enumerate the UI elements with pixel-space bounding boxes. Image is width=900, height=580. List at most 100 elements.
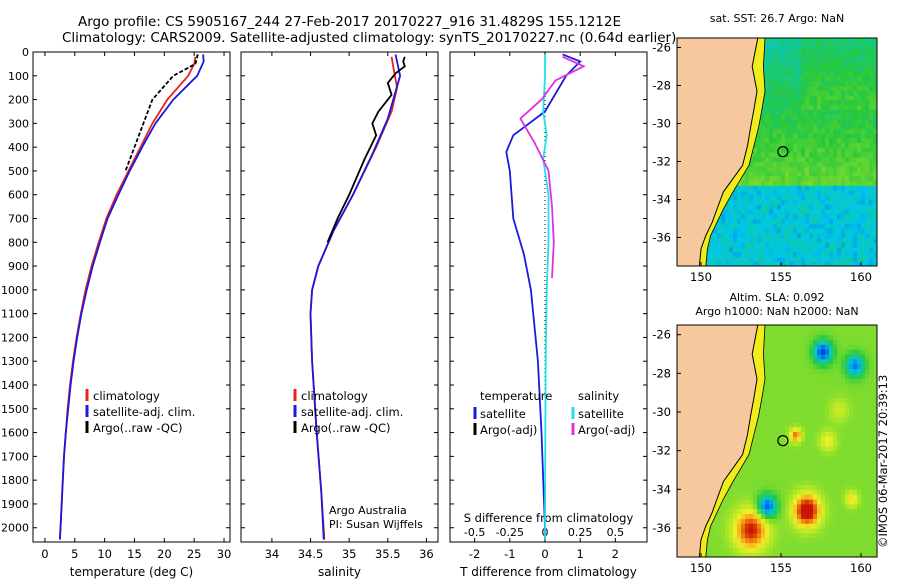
y-tick-label: 1700 — [1, 450, 29, 463]
map-field — [677, 325, 877, 557]
series-line — [326, 56, 406, 243]
x2-axis-label: S difference from climatology — [464, 511, 634, 525]
legend-label: satellite-adj. clim. — [301, 405, 403, 419]
legend-label: Argo(-adj) — [578, 423, 635, 437]
legend-label: satellite — [480, 407, 526, 421]
land-mass — [677, 38, 758, 266]
y-tick-label: -28 — [652, 79, 671, 93]
y-tick-label: 400 — [8, 141, 29, 154]
y-tick-label: 2000 — [1, 522, 29, 535]
y-tick-label: 1200 — [1, 331, 29, 344]
map-frame — [676, 37, 878, 267]
y-tick-label: 1000 — [1, 284, 29, 297]
map-field — [677, 38, 877, 266]
x-tick-label: 160 — [850, 561, 872, 575]
x-tick-label: 150 — [690, 270, 712, 284]
plot-frame — [240, 51, 439, 543]
argo-location-marker — [777, 146, 789, 158]
y-tick-label: 200 — [8, 94, 29, 107]
x-tick-label: 25 — [187, 547, 202, 561]
y-tick-label: 900 — [8, 260, 29, 273]
x-tick-label: 35.5 — [375, 547, 401, 561]
legend-label: Argo(..raw -QC) — [301, 421, 391, 435]
x2-tick-label: 0.25 — [568, 526, 593, 539]
x-axis-label: salinity — [318, 565, 361, 579]
isobath-line — [705, 38, 766, 266]
x-tick-label: 36 — [419, 547, 434, 561]
x2-tick-label: -0.25 — [496, 526, 524, 539]
y-tick-label: -36 — [652, 521, 671, 535]
x-tick-label: 155 — [770, 270, 792, 284]
map-panel-sst: 150 155 160 -26 -28 -30 -32 -34 -36 sat. SST: 26.… — [652, 12, 878, 284]
series-line — [59, 54, 205, 540]
series-line — [124, 54, 199, 172]
y-tick-label: -30 — [652, 117, 671, 131]
map-title: Altim. SLA: 0.092 — [729, 291, 824, 304]
x2-tick-label: 0.5 — [607, 526, 625, 539]
legend-label: satellite — [578, 407, 624, 421]
series-line — [505, 53, 582, 540]
series-line — [309, 54, 402, 540]
y-tick-label: -32 — [652, 444, 671, 458]
x-tick-label: 2 — [612, 547, 619, 561]
x-tick-label: 10 — [97, 547, 112, 561]
y-tick-label: -34 — [652, 482, 671, 496]
x-tick-label: 15 — [127, 547, 142, 561]
y-tick-label: 1100 — [1, 308, 29, 321]
map-subtitle: Argo h1000: NaN h2000: NaN — [695, 305, 858, 318]
series-group — [309, 54, 406, 540]
x-axis-label: temperature (deg C) — [70, 565, 193, 579]
y-tick-label: 800 — [8, 236, 29, 249]
legend-label: climatology — [93, 389, 160, 403]
y-tick-label: 1800 — [1, 474, 29, 487]
x-tick-label: 150 — [690, 561, 712, 575]
x-axis-label: T difference from climatology — [459, 565, 637, 579]
y-tick-label: -34 — [652, 193, 671, 207]
x-tick-label: 34 — [265, 547, 280, 561]
y-tick-label: -36 — [652, 231, 671, 245]
map-panel-sla: 150 155 160 -26 -28 -30 -32 -34 -36 Altim. SLA: 0… — [652, 291, 878, 575]
y-tick-label: 600 — [8, 189, 29, 202]
legend-label: Argo(..raw -QC) — [93, 421, 183, 435]
x-tick-label: -2 — [469, 547, 480, 561]
profile-panel-3: -2 -1 0 1 2 T difference from climatology S di… — [449, 51, 648, 579]
header-line-2: Climatology: CARS2009. Satellite-adjuste… — [62, 30, 677, 46]
annotation-text: Argo Australia — [329, 504, 407, 517]
y-tick-label: 100 — [8, 70, 29, 83]
y-tick-label: 0 — [22, 46, 29, 59]
land-mass — [677, 325, 758, 557]
series-line — [519, 55, 586, 279]
y-tick-label: 1900 — [1, 498, 29, 511]
plot-frame — [449, 51, 648, 543]
profile-panel-2: 34 34.5 35 35.5 36 salinity climatology satelli… — [240, 51, 439, 579]
header-line-1: Argo profile: CS 5905167_244 27-Feb-2017… — [78, 14, 621, 30]
legend-label: satellite-adj. clim. — [93, 405, 195, 419]
legend-label: Argo(-adj) — [480, 423, 537, 437]
series-group — [59, 54, 205, 540]
y-tick-label: -30 — [652, 405, 671, 419]
y-tick-label: 300 — [8, 117, 29, 130]
series-group — [505, 53, 586, 540]
y-tick-label: 500 — [8, 165, 29, 178]
profile-panel-1: 0100200300400500600700800900100011001200… — [1, 46, 231, 579]
y-tick-label: 1600 — [1, 427, 29, 440]
x-tick-label: 0 — [41, 547, 48, 561]
annotation-text: PI: Susan Wijffels — [329, 518, 423, 531]
shelf-band — [699, 325, 765, 557]
x2-tick-label: -0.5 — [464, 526, 485, 539]
legend-label: climatology — [301, 389, 368, 403]
map-frame — [676, 324, 878, 558]
x-tick-label: 0 — [541, 547, 548, 561]
coastline — [698, 325, 759, 557]
y-tick-label: -26 — [652, 41, 671, 55]
isobath-line — [705, 325, 766, 557]
x-tick-label: 155 — [770, 561, 792, 575]
x-tick-label: 35 — [342, 547, 357, 561]
x-tick-label: 34.5 — [298, 547, 324, 561]
x-tick-label: 20 — [157, 547, 172, 561]
y-tick-label: 1500 — [1, 403, 29, 416]
y-tick-label: -26 — [652, 328, 671, 342]
x-tick-label: 160 — [850, 270, 872, 284]
y-tick-label: 1400 — [1, 379, 29, 392]
